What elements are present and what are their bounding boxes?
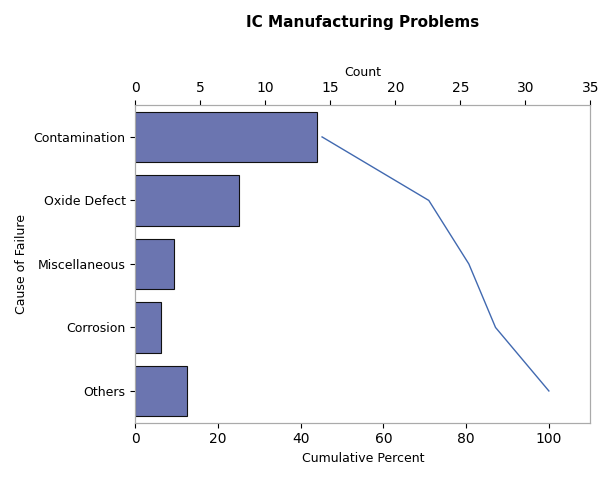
- X-axis label: Cumulative Percent: Cumulative Percent: [301, 452, 424, 465]
- Bar: [135, 366, 187, 416]
- Bar: [135, 239, 174, 289]
- Bar: [135, 175, 239, 226]
- Bar: [135, 302, 161, 353]
- Y-axis label: Cause of Failure: Cause of Failure: [15, 214, 28, 314]
- Title: IC Manufacturing Problems: IC Manufacturing Problems: [246, 15, 480, 30]
- Bar: [135, 111, 317, 162]
- X-axis label: Count: Count: [344, 66, 381, 79]
